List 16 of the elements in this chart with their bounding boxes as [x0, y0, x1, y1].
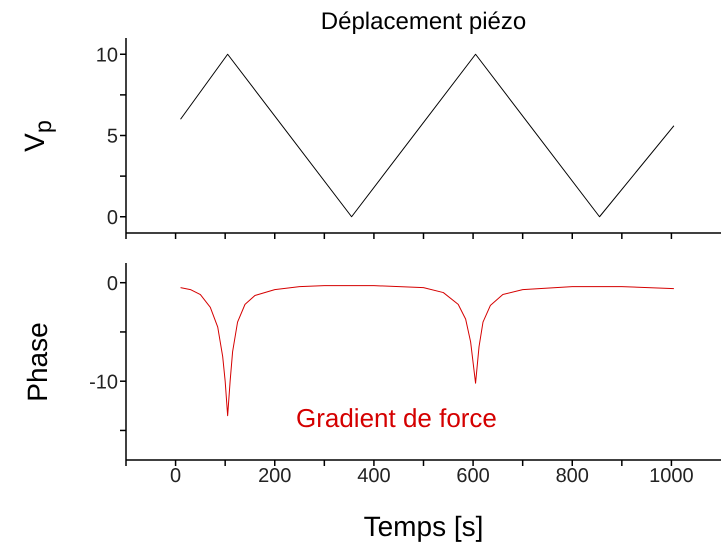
x-tick-label: 800 [556, 465, 589, 488]
chart-title: Déplacement piézo [320, 8, 528, 36]
x-tick-label: 0 [170, 465, 182, 488]
line-series [180, 54, 674, 218]
annotation: Gradient de force [296, 403, 497, 434]
y-tick-label: 0 [106, 206, 118, 229]
y-tick-label: 5 [106, 126, 118, 148]
y-tick-label: 0 [106, 272, 118, 295]
x-tick-label: 600 [456, 465, 490, 488]
x-axis-title: Temps [s] [362, 511, 484, 543]
y-tick-label: -10 [89, 371, 118, 394]
y-axis-title: Phase [22, 322, 54, 402]
y-tick-label: 10 [96, 44, 118, 66]
x-tick-label: 1000 [649, 465, 694, 488]
x-tick-label: 200 [258, 465, 292, 488]
x-tick-label: 400 [357, 465, 391, 488]
